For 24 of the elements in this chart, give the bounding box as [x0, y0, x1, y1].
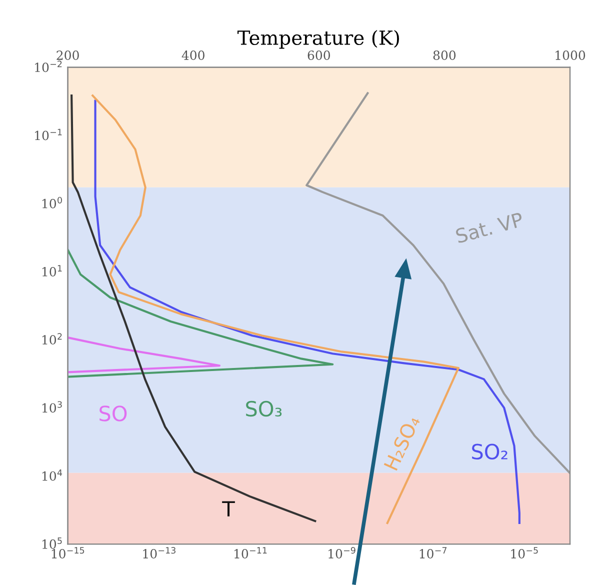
x-tick-label: 10$^{−11}$	[234, 547, 267, 558]
x2-tick-label: 600	[308, 50, 330, 60]
y-tick-label: 10$^{1}$	[42, 265, 62, 276]
x2-tick-label: 200	[56, 50, 79, 60]
y-tick-label: 10$^{2}$	[42, 333, 62, 345]
x2-tick-label: 1000	[556, 50, 586, 60]
x2-tick-label: 400	[182, 50, 204, 60]
x-tick-label: 10$^{−5}$	[511, 547, 538, 558]
y-tick-label: 10$^{0}$	[42, 196, 62, 208]
x-tick-label: 10$^{−9}$	[328, 547, 356, 558]
y-tick-label: 10$^{3}$	[42, 401, 62, 413]
x2-axis-title: Temperature (K)	[237, 30, 399, 49]
text: Sat. VP	[455, 212, 524, 244]
x-tick-label: 10$^{−13}$	[143, 547, 176, 558]
y-tick-label: 10$^{4}$	[42, 469, 62, 481]
series-label: T	[222, 501, 235, 516]
series-label: SO₂	[472, 444, 508, 460]
y-tick-label: 10$^{−2}$	[35, 60, 62, 72]
x-tick-label: 10$^{−7}$	[420, 547, 447, 558]
series-label: SO₃	[246, 400, 282, 417]
series-label: SO	[100, 406, 127, 422]
y-tick-label: 10$^{−1}$	[35, 128, 62, 140]
y-tick-label: 10$^{5}$	[42, 538, 62, 549]
x2-tick-label: 800	[433, 50, 456, 60]
